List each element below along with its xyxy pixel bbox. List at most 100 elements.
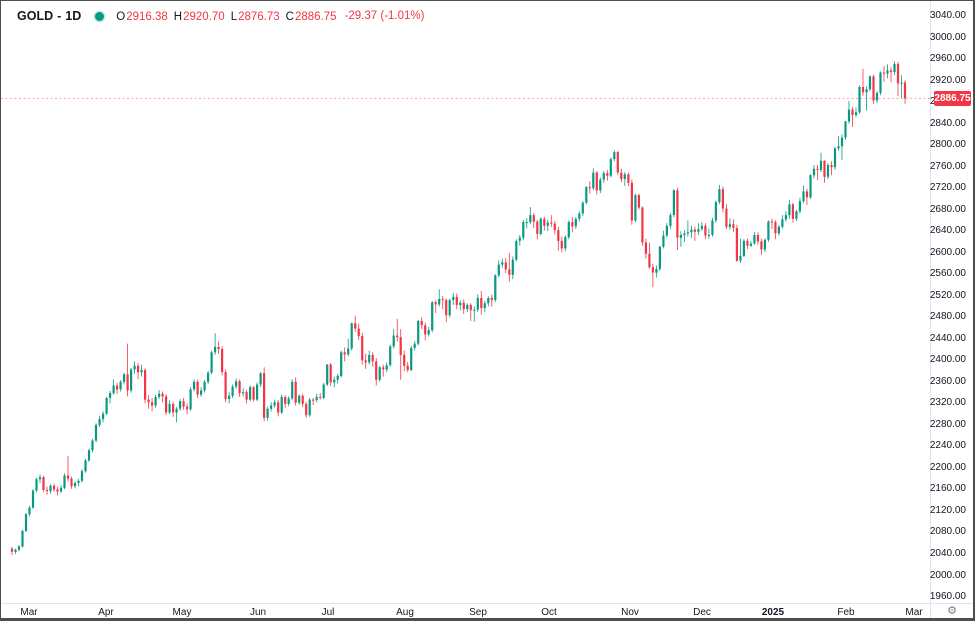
candle [455, 296, 458, 305]
candle [816, 168, 819, 170]
candle [469, 304, 472, 311]
candle [599, 179, 602, 191]
candle [24, 514, 28, 531]
candle [200, 390, 203, 395]
candle [742, 240, 745, 256]
ohlc-high-value: 2920.70 [183, 11, 225, 23]
candle [319, 396, 322, 398]
candle [305, 403, 308, 416]
candle [707, 235, 710, 236]
symbol-title[interactable]: GOLD [17, 9, 54, 23]
candle [644, 242, 647, 254]
candle [823, 160, 826, 177]
candle [182, 401, 185, 407]
price-tick-label: 2120.00 [929, 504, 966, 516]
candle [403, 354, 406, 366]
candle [63, 475, 66, 488]
price-tick-label: 3000.00 [929, 31, 966, 43]
ohlc-high: H2920.70 [174, 7, 225, 25]
candle [315, 396, 318, 401]
price-tick-label: 2000.00 [929, 569, 966, 581]
price-tick-label: 2920.00 [929, 74, 966, 86]
candle [630, 182, 633, 221]
price-tick-label: 2720.00 [929, 182, 966, 194]
candle [896, 63, 900, 84]
ohlc-open-value: 2916.38 [126, 11, 168, 23]
price-tick-label: 2480.00 [929, 311, 966, 323]
candle [480, 297, 483, 309]
price-tick-label: 2280.00 [929, 418, 966, 430]
ohlc-low-label: L [230, 11, 238, 23]
candle [763, 239, 766, 250]
candle [669, 215, 672, 226]
candle [203, 381, 206, 391]
candle [252, 387, 255, 400]
candle [242, 392, 245, 394]
market-status-dot[interactable] [95, 11, 105, 21]
candle [207, 372, 210, 382]
price-tick-label: 2160.00 [929, 483, 966, 495]
price-tick-label: 2200.00 [929, 461, 966, 473]
candle [392, 335, 395, 347]
candle [781, 219, 784, 227]
candle [189, 389, 192, 410]
candle [637, 195, 640, 208]
candle [725, 208, 728, 227]
candle [641, 207, 644, 243]
candles-svg[interactable] [1, 1, 930, 603]
candle [420, 321, 423, 326]
candle [511, 259, 514, 275]
price-tick-label: 1960.00 [929, 591, 966, 603]
gear-icon[interactable]: ⚙ [947, 605, 957, 617]
candle [77, 480, 80, 483]
candle [893, 63, 896, 72]
candle [151, 402, 154, 406]
price-tick-label: 2840.00 [929, 117, 966, 129]
time-tick-label: May [172, 607, 192, 618]
candle [851, 109, 854, 115]
candle [693, 229, 696, 232]
candle [826, 165, 830, 177]
candle [676, 190, 679, 238]
interval-label[interactable]: 1D [65, 9, 82, 23]
time-tick-label: Aug [396, 607, 414, 618]
candle [116, 385, 119, 390]
price-tick-label: 2400.00 [929, 354, 966, 366]
candle [571, 222, 574, 227]
candle [28, 507, 31, 515]
candle [448, 300, 451, 316]
candle [588, 187, 591, 189]
candle [245, 392, 248, 400]
candle [280, 396, 283, 413]
candle [606, 173, 609, 176]
candle [445, 300, 448, 316]
price-axis[interactable]: 2886.75 1960.00 2000.00 2040.00 2080.00 2120… [930, 1, 973, 603]
time-axis[interactable]: Mar Apr May Jun Jul Aug Sep Oct Nov Dec 2025 Feb Mar [1, 603, 930, 618]
candle [221, 349, 224, 373]
candle [476, 297, 479, 310]
candle [224, 372, 227, 400]
candle [847, 109, 851, 122]
candle [371, 354, 374, 362]
time-tick-label: Jul [321, 607, 335, 618]
candle [805, 191, 809, 198]
candle [105, 398, 108, 414]
candle [378, 367, 381, 380]
candle [865, 89, 868, 93]
candle [172, 403, 175, 413]
price-tick-label: 2560.00 [929, 268, 966, 280]
candle [497, 264, 500, 276]
time-tick-label: 2025 [761, 607, 785, 618]
candle [266, 408, 269, 418]
candle [837, 146, 840, 149]
candle [336, 375, 339, 380]
candle [273, 402, 276, 406]
candle [690, 229, 693, 233]
candle [795, 211, 798, 219]
candle [774, 222, 777, 234]
candle [700, 225, 703, 229]
candle [66, 475, 70, 479]
ohlc-close-label: C [285, 11, 294, 23]
ohlc-high-label: H [173, 11, 183, 23]
candle [179, 401, 182, 409]
